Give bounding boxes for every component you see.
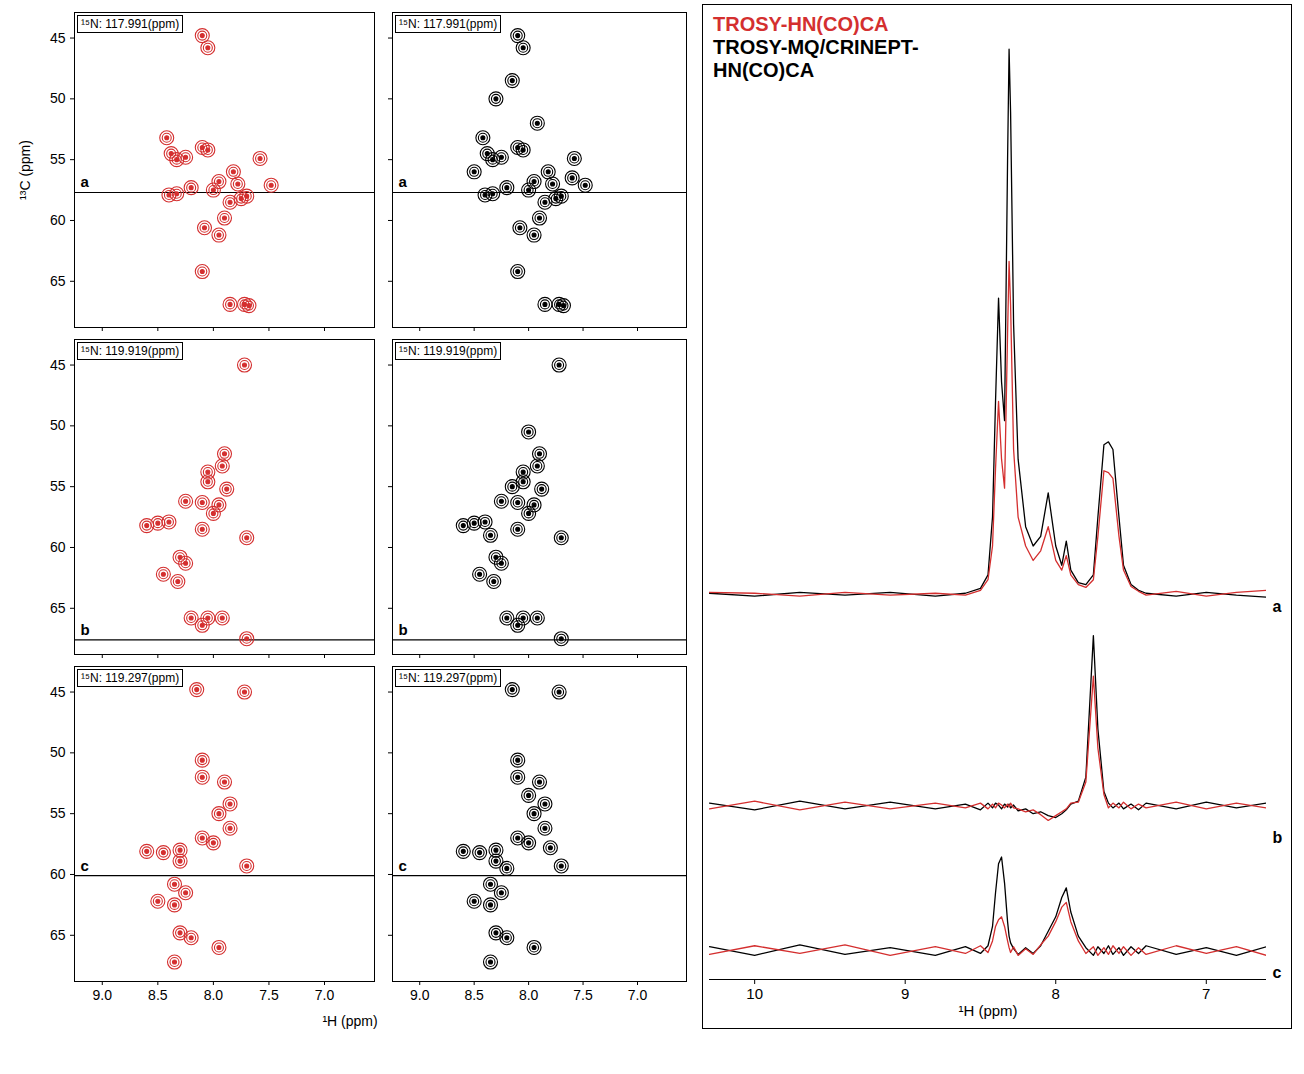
svg-text:65: 65 [50,273,66,289]
svg-text:55: 55 [50,151,66,167]
svg-text:c: c [399,856,407,873]
svg-text:50: 50 [50,417,66,433]
html-text:¹⁵N: 119.297(ppm): ¹⁵N: 119.297(ppm) [399,671,498,685]
svg-text:7.5: 7.5 [259,987,279,1003]
html-text:TROSY-HN(CO)CA: TROSY-HN(CO)CA [713,13,889,35]
svg-text:7.0: 7.0 [315,987,335,1003]
svg-text:b: b [81,621,90,638]
svg-text:60: 60 [50,539,66,555]
svg-text:45: 45 [50,357,66,373]
svg-text:a: a [399,173,408,190]
html-text:¹⁵N: 119.297(ppm): ¹⁵N: 119.297(ppm) [81,671,180,685]
svg-text:50: 50 [50,90,66,106]
svg-text:45: 45 [50,30,66,46]
svg-text:¹³C (ppm): ¹³C (ppm) [17,140,33,200]
svg-text:65: 65 [50,927,66,943]
svg-text:50: 50 [50,744,66,760]
svg-text:9: 9 [901,985,909,1002]
svg-text:a: a [1273,598,1282,614]
html-text:TROSY-MQ/CRINEPT-HN(CO)CA: TROSY-MQ/CRINEPT-HN(CO)CA [713,36,919,81]
svg-text:b: b [1273,829,1283,845]
html-text:¹⁵N: 117.991(ppm): ¹⁵N: 117.991(ppm) [81,17,180,31]
svg-text:60: 60 [50,866,66,882]
svg-text:9.0: 9.0 [93,987,113,1003]
svg-text:65: 65 [50,600,66,616]
svg-text:a: a [81,173,90,190]
svg-text:¹H (ppm): ¹H (ppm) [958,1002,1017,1019]
svg-text:c: c [1273,964,1282,981]
html-text:¹⁵N: 117.991(ppm): ¹⁵N: 117.991(ppm) [399,17,498,31]
svg-text:60: 60 [50,212,66,228]
svg-text:b: b [399,621,408,638]
svg-text:10: 10 [746,985,763,1002]
svg-text:45: 45 [50,684,66,700]
svg-text:c: c [81,856,89,873]
svg-text:8: 8 [1052,985,1060,1002]
svg-text:7: 7 [1202,985,1210,1002]
html-text:¹⁵N: 119.919(ppm): ¹⁵N: 119.919(ppm) [81,344,180,358]
svg-text:8.5: 8.5 [464,987,484,1003]
html-text:¹⁵N: 119.919(ppm): ¹⁵N: 119.919(ppm) [399,344,498,358]
html-text:¹H (ppm): ¹H (ppm) [322,1013,378,1029]
svg-text:8.5: 8.5 [148,987,168,1003]
svg-text:55: 55 [50,805,66,821]
svg-text:55: 55 [50,478,66,494]
svg-text:8.0: 8.0 [519,987,539,1003]
svg-text:9.0: 9.0 [410,987,430,1003]
svg-text:7.5: 7.5 [573,987,593,1003]
svg-text:7.0: 7.0 [628,987,648,1003]
svg-text:8.0: 8.0 [204,987,224,1003]
